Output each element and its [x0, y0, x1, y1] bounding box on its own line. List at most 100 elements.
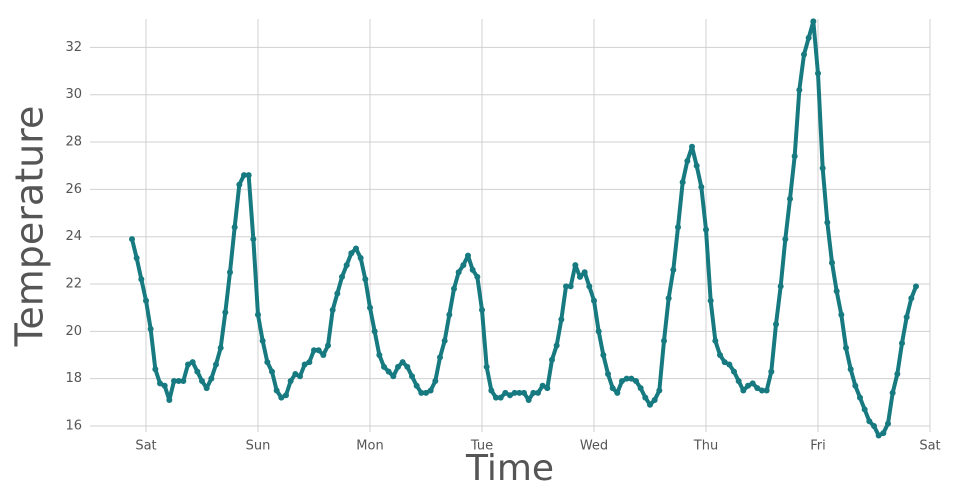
y-axis-label: Temperature — [8, 106, 52, 348]
point — [236, 181, 243, 188]
point — [399, 359, 406, 366]
point — [157, 380, 163, 387]
point — [549, 356, 555, 363]
point — [441, 337, 448, 344]
point — [875, 432, 882, 439]
point — [768, 368, 775, 375]
point — [409, 373, 415, 380]
point — [819, 165, 826, 172]
point — [740, 387, 747, 394]
point — [833, 288, 840, 295]
point — [903, 314, 910, 321]
point — [427, 387, 434, 394]
point — [693, 162, 700, 169]
y-tick-label: 22 — [65, 277, 82, 292]
point — [539, 382, 546, 389]
point — [894, 370, 901, 377]
point — [773, 321, 779, 328]
point — [133, 254, 140, 261]
point — [339, 273, 345, 280]
point — [138, 276, 145, 283]
point — [259, 337, 266, 344]
point — [656, 387, 663, 394]
point — [829, 259, 835, 266]
point — [213, 361, 219, 368]
point — [787, 195, 793, 202]
point — [754, 385, 761, 392]
point — [241, 172, 247, 179]
point — [474, 273, 481, 280]
point — [782, 236, 789, 243]
x-tick-label: Sun — [246, 439, 271, 454]
point — [301, 361, 308, 368]
point — [577, 273, 583, 280]
point — [171, 378, 177, 385]
point — [255, 311, 261, 318]
point — [591, 297, 597, 304]
point — [367, 304, 373, 311]
point — [665, 295, 672, 302]
point — [558, 316, 565, 323]
point — [189, 359, 196, 366]
point — [735, 378, 742, 385]
y-tick-label: 18 — [65, 371, 82, 386]
point — [334, 290, 341, 297]
point — [777, 283, 784, 290]
point — [353, 245, 359, 252]
point — [759, 387, 765, 394]
point — [511, 389, 518, 396]
point — [432, 378, 439, 385]
point — [567, 283, 574, 290]
point — [460, 262, 467, 269]
point — [857, 394, 863, 401]
point — [763, 387, 770, 394]
point — [745, 382, 751, 389]
point — [483, 363, 490, 370]
point — [581, 269, 588, 276]
point — [479, 307, 485, 314]
point — [586, 283, 593, 290]
point — [600, 352, 607, 359]
point — [861, 406, 868, 413]
point — [824, 219, 831, 226]
point — [623, 375, 630, 382]
point — [544, 385, 551, 392]
point — [175, 378, 182, 385]
point — [605, 370, 611, 377]
point — [675, 224, 681, 231]
point — [535, 389, 541, 396]
y-tick-label: 32 — [65, 40, 82, 55]
point — [670, 266, 677, 273]
point — [185, 361, 191, 368]
point — [357, 254, 364, 261]
point — [273, 387, 280, 394]
point — [208, 375, 215, 382]
point — [572, 262, 579, 269]
point — [329, 307, 336, 314]
point — [222, 309, 229, 316]
point — [283, 392, 289, 399]
point — [726, 361, 733, 368]
point — [614, 389, 621, 396]
point — [525, 396, 532, 403]
point — [493, 394, 499, 401]
y-tick-label: 24 — [65, 229, 82, 244]
point — [712, 337, 719, 344]
point — [446, 311, 453, 318]
point — [320, 352, 327, 359]
point — [563, 283, 569, 290]
point — [348, 250, 355, 257]
point — [707, 297, 714, 304]
point — [325, 342, 331, 349]
point — [507, 392, 513, 399]
point — [451, 285, 457, 292]
x-tick-label: Sat — [135, 439, 156, 454]
point — [889, 389, 896, 396]
point — [343, 262, 350, 269]
x-tick-label: Sat — [919, 439, 940, 454]
point — [376, 352, 383, 359]
point — [731, 368, 737, 375]
point — [642, 394, 649, 401]
point — [227, 269, 233, 276]
